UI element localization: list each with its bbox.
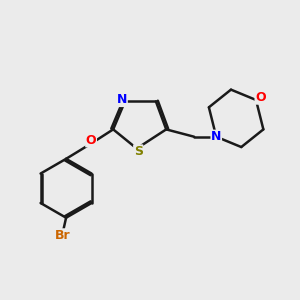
Text: Br: Br (55, 229, 71, 242)
Text: O: O (86, 134, 96, 147)
Text: N: N (117, 93, 127, 106)
Text: O: O (255, 91, 266, 104)
Text: N: N (211, 130, 221, 143)
Text: S: S (134, 145, 143, 158)
